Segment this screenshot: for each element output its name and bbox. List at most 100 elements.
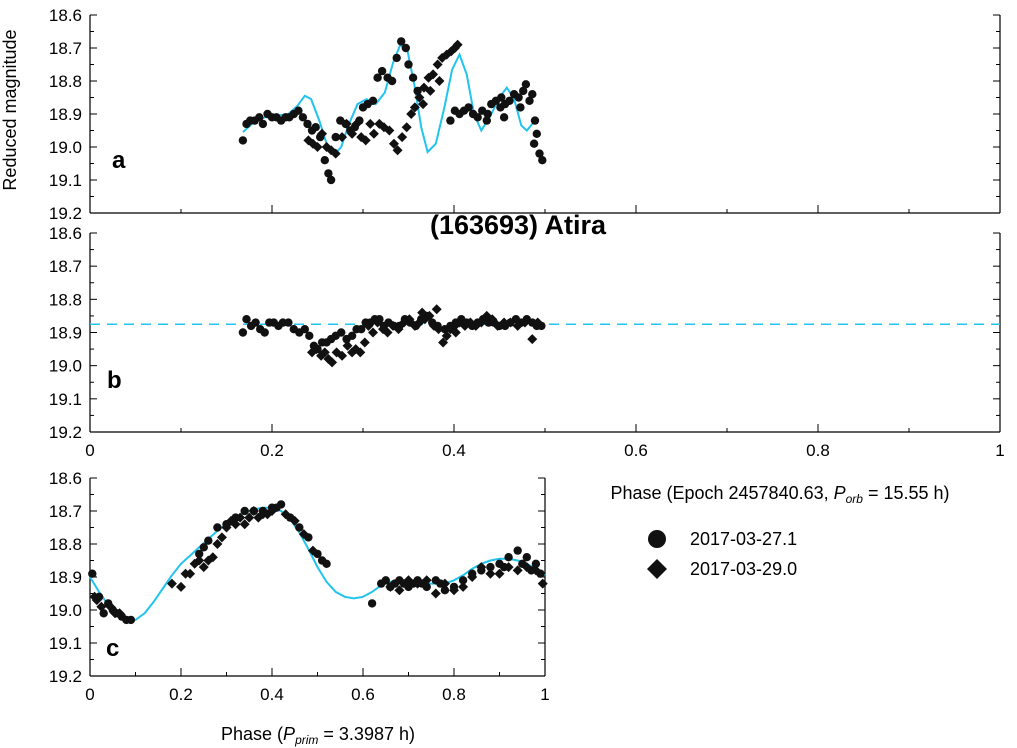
data-point-diamond [428,69,439,80]
data-point-diamond [289,515,300,526]
data-point-diamond [394,585,405,596]
panel-c: 18.6 18.7 18.8 18.9 19.0 19.1 19.20 0.2 0.4 0.6 0.… [49,469,550,704]
data-point-diamond [512,565,523,576]
legend-marker-diamond [647,559,667,579]
data-point-diamond [330,148,341,159]
data-point-circle [367,599,377,608]
data-point-diamond [494,568,505,579]
data-point-circle [497,93,506,102]
y-tick-label: 18.9 [49,105,82,124]
data-point-diamond [403,575,414,586]
data-point-diamond [476,562,487,573]
data-point-diamond [384,125,395,136]
data-point-circle [326,175,336,185]
data-point-diamond [351,118,362,129]
data-point-diamond [485,568,496,579]
data-point-diamond [347,128,358,139]
x-tick-label: 0.8 [442,685,466,704]
legend-label-2: 2017-03-29.0 [690,559,797,579]
y-tick-label: 18.8 [49,535,82,554]
y-tick-label: 18.6 [49,224,82,243]
data-point-circle [519,86,528,96]
y-tick-label: 19.0 [49,601,82,620]
x-tick-label: 0.2 [260,441,284,460]
data-point-circle [504,553,513,562]
data-point-circle [401,43,410,53]
data-point-circle [126,615,136,625]
data-point-diamond [337,132,348,143]
data-point-diamond [368,327,379,338]
data-point-diamond [439,578,450,589]
panel-b: 18.6 18.7 18.8 18.9 19.0 19.1 19.20 0.2 0.4 0.6 0.… [49,224,1005,460]
data-point-diamond [441,330,452,341]
x-tick-label: 0.6 [351,685,375,704]
data-point-diamond [499,317,510,328]
data-point-diamond [244,512,255,523]
data-point-circle [311,123,320,132]
data-point-circle [258,119,268,129]
data-point-diamond [530,565,541,576]
data-point-diamond [114,608,125,619]
data-point-diamond [433,324,444,335]
data-point-circle [260,328,269,337]
panel-letter: b [107,367,122,394]
data-point-circle [276,500,286,509]
x-axis-title-orbital: Phase (Epoch 2457840.63, Porb = 15.55 h) [610,483,949,506]
data-point-diamond [406,109,417,119]
data-point-diamond [418,99,429,110]
y-tick-label: 18.6 [49,469,82,488]
data-point-diamond [307,545,318,556]
data-point-diamond [467,572,478,582]
data-point-diamond [512,320,523,331]
data-point-diamond [185,568,196,579]
data-point-diamond [216,532,227,543]
x-title-orbital-sub: orb [846,492,864,506]
data-point-diamond [458,581,469,592]
data-point-circle [464,103,473,112]
y-tick-label: 18.9 [49,568,82,587]
data-point-diamond [317,128,328,139]
x-tick-label: 0.4 [442,441,466,460]
y-tick-label: 19.2 [49,204,82,223]
data-point-circle [331,132,340,142]
data-point-circle [373,73,382,82]
data-point-diamond [319,347,330,358]
data-point-diamond [537,578,548,589]
x-title-primary-sub: prim [294,733,318,747]
data-point-diamond [412,578,423,589]
data-point-circle [483,109,492,119]
data-point-circle [324,169,333,178]
data-point-diamond [166,578,177,589]
data-point-diamond [527,334,538,345]
data-point-circle [305,331,314,340]
data-point-diamond [96,601,107,612]
data-point-diamond [404,314,415,325]
data-point-circle [320,156,329,165]
data-point-diamond [434,76,445,86]
x-tick-label: 0.8 [806,441,830,460]
data-point-diamond [397,132,408,143]
data-point-diamond [363,320,374,331]
data-point-circle [422,582,431,592]
data-point-diamond [414,92,425,103]
data-point-diamond [449,585,459,596]
y-tick-label: 19.1 [49,171,82,190]
x-tick-label: 0.6 [624,441,648,460]
data-point-circle [538,156,547,165]
x-tick-label: 1 [995,441,1004,460]
y-tick-label: 19.0 [49,357,82,376]
data-point-circle [525,96,534,106]
data-point-diamond [487,314,498,325]
data-point-diamond [385,581,396,592]
data-point-circle [357,325,366,334]
y-tick-label: 18.7 [49,502,82,521]
data-point-circle [535,149,544,158]
data-point-circle [521,80,531,89]
data-point-diamond [327,357,338,368]
data-point-circle [368,96,378,106]
data-point-diamond [230,519,241,530]
x-title-primary-suffix: = 3.3987 h) [318,724,415,744]
data-point-circle [514,93,523,102]
y-tick-label: 18.8 [49,72,82,91]
data-point-diamond [421,575,432,586]
